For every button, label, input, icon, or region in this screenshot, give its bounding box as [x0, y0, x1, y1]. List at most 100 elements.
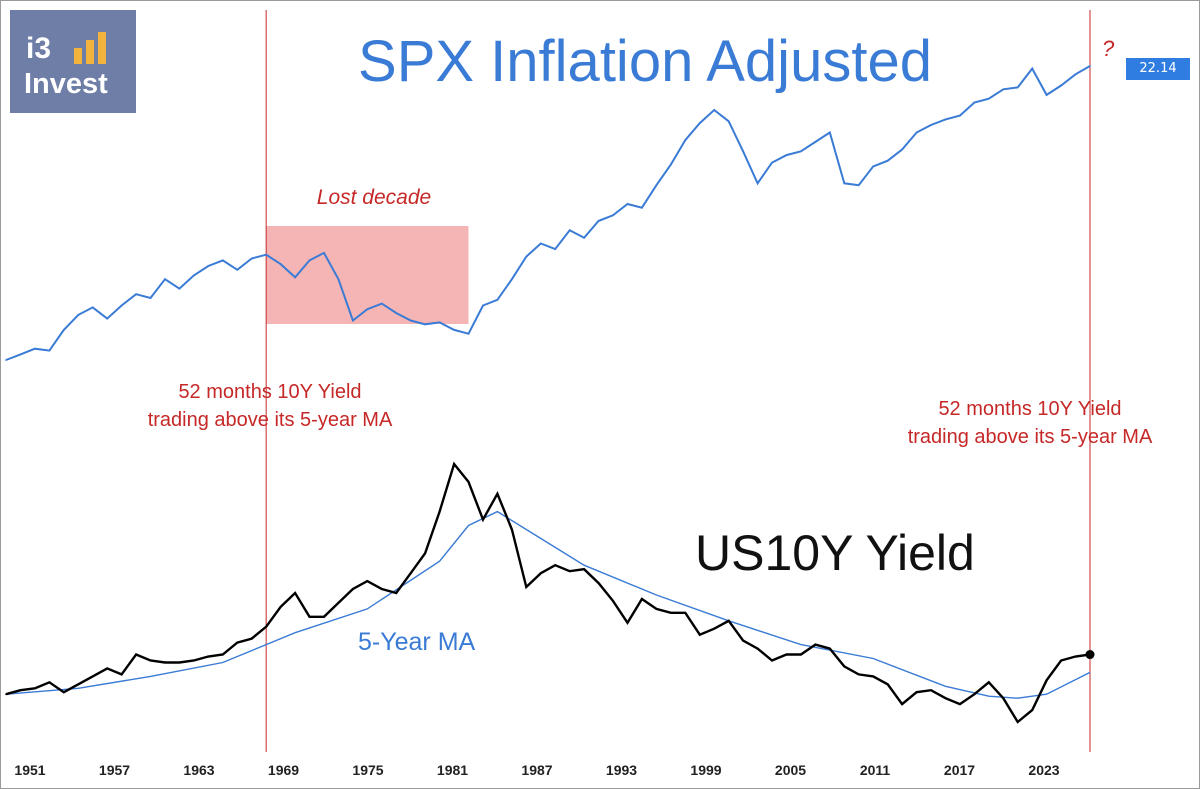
spx-point	[988, 97, 990, 100]
spx-point	[279, 263, 282, 265]
spx-point	[612, 214, 614, 217]
spx-point	[568, 229, 571, 232]
yield-point	[63, 691, 65, 694]
spx-point	[265, 253, 267, 256]
spx-point	[698, 122, 701, 124]
yield-point	[294, 592, 296, 594]
spx-point	[236, 268, 239, 271]
spx-point	[901, 148, 903, 151]
spx-point	[424, 323, 426, 326]
yield-point	[583, 568, 585, 570]
lost-decade-region	[266, 226, 469, 324]
yield-point	[612, 600, 614, 602]
spx-point	[222, 259, 224, 262]
spx-point	[1002, 88, 1005, 91]
yield-point	[424, 552, 426, 555]
spx-point	[250, 257, 253, 260]
spx-point	[34, 347, 36, 350]
x-tick-label: 1975	[352, 762, 384, 778]
spx-point	[496, 299, 499, 301]
spx-point	[843, 182, 846, 185]
spx-point	[886, 159, 889, 162]
yield-point	[742, 639, 744, 642]
yield-point	[539, 572, 542, 574]
logo-bar-3	[98, 32, 106, 64]
yield-point	[323, 616, 325, 618]
yield-point	[207, 655, 210, 658]
yield-point	[1074, 655, 1077, 658]
yield-point	[250, 637, 253, 640]
question-mark-label: ?	[1102, 36, 1115, 61]
yield-points	[5, 463, 1091, 723]
spx-point	[539, 242, 542, 245]
spx-point	[1074, 73, 1077, 76]
yield-point	[222, 653, 224, 656]
spx-point	[930, 124, 932, 126]
left-note-line1: 52 months 10Y Yield	[178, 381, 362, 403]
spx-point	[944, 118, 947, 121]
spx-point	[814, 141, 817, 143]
logo: i3 Invest	[10, 10, 136, 113]
yield-point	[366, 580, 369, 582]
yield-point	[91, 675, 94, 678]
yield-point	[193, 659, 195, 662]
x-tick-label: 1981	[436, 762, 469, 778]
spx-point	[829, 131, 831, 134]
spx-point	[583, 237, 585, 239]
x-tick-label: 2017	[943, 762, 976, 778]
spx-point	[1089, 65, 1091, 67]
yield-point	[380, 588, 383, 590]
yield-point	[930, 689, 932, 692]
yield-point	[352, 588, 354, 590]
spx-point	[915, 131, 918, 134]
spx-point	[178, 287, 181, 290]
spx-point	[756, 182, 759, 185]
yield-point	[771, 659, 773, 662]
yield-point	[48, 681, 51, 684]
spx-point	[800, 150, 802, 153]
right-note-line1: 52 months 10Y Yield	[938, 398, 1122, 420]
yield-point	[19, 689, 22, 692]
yield-point	[438, 510, 441, 513]
right-note-line2: trading above its 5-year MA	[907, 426, 1153, 448]
spx-point	[641, 206, 643, 209]
yield-point	[77, 683, 80, 686]
yield-point	[626, 621, 629, 624]
x-tick-label: 1999	[690, 762, 722, 778]
yield-point	[164, 661, 166, 664]
x-tick-label: 1969	[267, 762, 300, 778]
lost-decade-label: Lost decade	[316, 186, 432, 209]
yield-point	[120, 673, 123, 676]
spx-point	[164, 278, 166, 280]
yield-point	[1016, 721, 1019, 723]
spx-point	[511, 278, 513, 280]
yield-point	[843, 665, 846, 668]
spx-point	[193, 274, 195, 277]
spx-point	[409, 319, 412, 322]
yield-point	[554, 564, 557, 567]
logo-text-i3: i3	[26, 32, 52, 65]
spx-point	[308, 259, 311, 262]
spx-point	[727, 120, 730, 123]
logo-text-invest: Invest	[24, 68, 108, 100]
yield-point	[684, 612, 687, 614]
spx-point	[626, 203, 629, 205]
yield-point	[1031, 709, 1033, 711]
yield-point	[496, 492, 499, 495]
yield-point	[467, 481, 470, 483]
spx-point	[19, 353, 22, 356]
yield-point	[655, 608, 658, 610]
yield-point	[106, 667, 108, 670]
spx-point	[742, 150, 744, 153]
spx-point	[857, 184, 860, 186]
spx-point	[207, 265, 210, 267]
spx-point	[973, 101, 976, 104]
yield-point	[1045, 679, 1048, 682]
yield-point	[395, 592, 398, 594]
spx-point	[467, 332, 470, 335]
spx-point	[1016, 86, 1019, 89]
logo-bar-2	[86, 40, 94, 64]
spx-point	[1045, 94, 1048, 96]
yield-point	[135, 653, 137, 656]
